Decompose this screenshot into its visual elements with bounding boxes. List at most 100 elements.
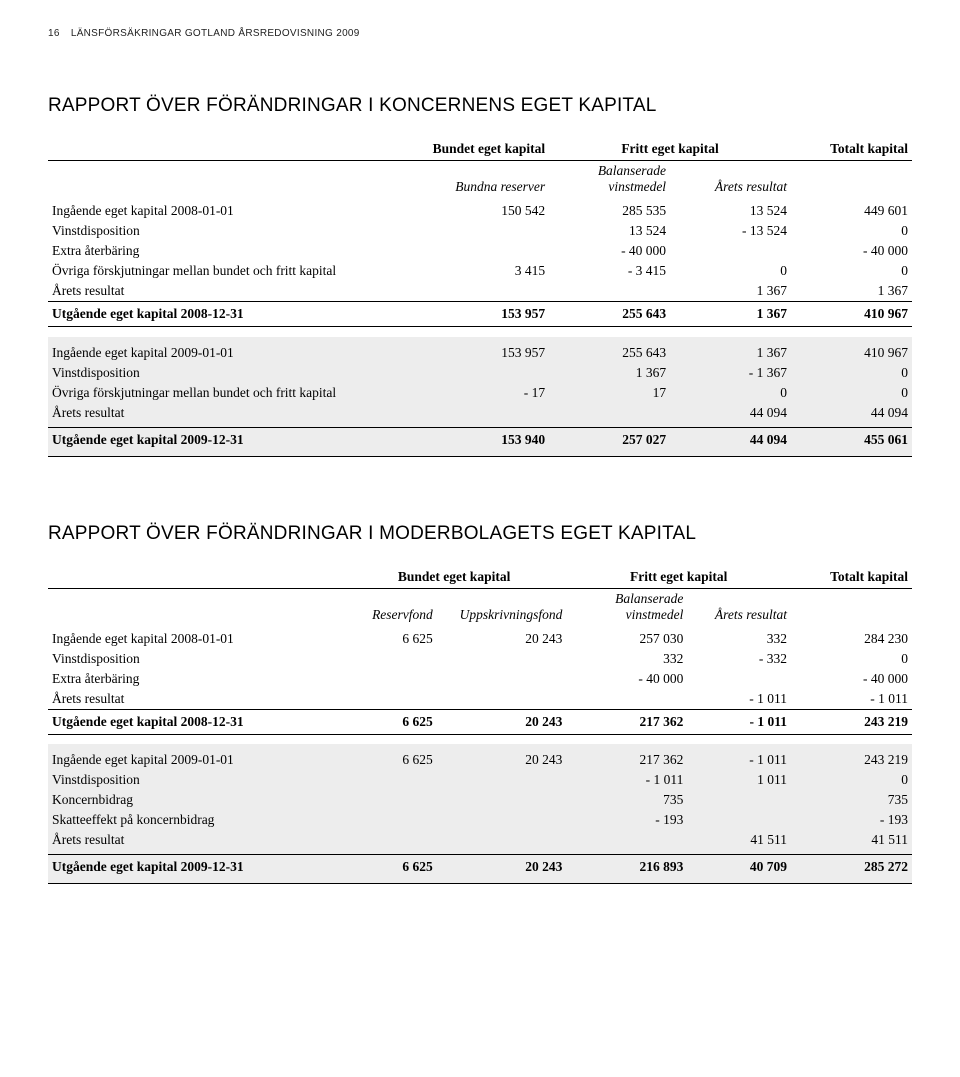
- table-row: Övriga förskjutningar mellan bundet och …: [48, 261, 912, 281]
- cell: [437, 810, 567, 830]
- cell: - 193: [791, 810, 912, 830]
- cell: 13 524: [549, 221, 670, 241]
- cell: 6 625: [342, 629, 437, 649]
- cell: [437, 790, 567, 810]
- cell: 20 243: [437, 629, 567, 649]
- cell: 285 535: [549, 201, 670, 221]
- cell: 410 967: [791, 337, 912, 363]
- r1-sh-1: Bundna reserver: [428, 161, 549, 202]
- cell: [342, 770, 437, 790]
- cell: [428, 403, 549, 428]
- cell: - 40 000: [566, 669, 687, 689]
- cell: 13 524: [670, 201, 791, 221]
- cell: - 1 011: [566, 770, 687, 790]
- r2-sh-4: Årets resultat: [687, 588, 791, 629]
- cell: 217 362: [566, 709, 687, 734]
- cell: Utgående eget kapital 2009-12-31: [48, 855, 342, 884]
- cell: 153 940: [428, 427, 549, 456]
- r2-sh-2: Uppskrivningsfond: [437, 588, 567, 629]
- cell: 332: [687, 629, 791, 649]
- table-row: Ingående eget kapital 2008-01-01150 5422…: [48, 201, 912, 221]
- cell: 1 367: [549, 363, 670, 383]
- cell: 735: [791, 790, 912, 810]
- cell: [342, 669, 437, 689]
- cell: 20 243: [437, 855, 567, 884]
- cell: 285 272: [791, 855, 912, 884]
- cell: 257 030: [566, 629, 687, 649]
- r1-gh-2: Fritt eget kapital: [549, 139, 791, 161]
- cell: [428, 241, 549, 261]
- cell: 0: [791, 261, 912, 281]
- report2-table: Bundet eget kapital Fritt eget kapital T…: [48, 567, 912, 885]
- cell: [428, 281, 549, 302]
- r1-sh-2: Balanserade vinstmedel: [549, 161, 670, 202]
- cell: - 1 011: [791, 689, 912, 710]
- r1-sub-head: Bundna reserver Balanserade vinstmedel Å…: [48, 161, 912, 202]
- cell: [342, 649, 437, 669]
- cell: 1 367: [791, 281, 912, 302]
- r1-sh-3: Årets resultat: [670, 161, 791, 202]
- r2-section-a: Ingående eget kapital 2008-01-016 62520 …: [48, 629, 912, 710]
- cell: 41 511: [791, 830, 912, 855]
- cell: 455 061: [791, 427, 912, 456]
- cell: - 1 011: [687, 709, 791, 734]
- r2-total-b: Utgående eget kapital 2009-12-31 6 625 2…: [48, 855, 912, 884]
- cell: 255 643: [549, 337, 670, 363]
- table-row: Övriga förskjutningar mellan bundet och …: [48, 383, 912, 403]
- cell: [342, 830, 437, 855]
- cell: 6 625: [342, 855, 437, 884]
- cell: 44 094: [670, 427, 791, 456]
- cell: [437, 689, 567, 710]
- r1-group-head: Bundet eget kapital Fritt eget kapital T…: [48, 139, 912, 161]
- cell-label: Övriga förskjutningar mellan bundet och …: [48, 261, 428, 281]
- cell: 41 511: [687, 830, 791, 855]
- table-row: Vinstdisposition1 367- 1 3670: [48, 363, 912, 383]
- r1-gh-1: Bundet eget kapital: [428, 139, 549, 161]
- cell: 255 643: [549, 302, 670, 327]
- table-row: Årets resultat41 51141 511: [48, 830, 912, 855]
- r1-total-a: Utgående eget kapital 2008-12-31 153 957…: [48, 302, 912, 327]
- cell: [437, 830, 567, 855]
- r1-total-b: Utgående eget kapital 2009-12-31 153 940…: [48, 427, 912, 456]
- cell: - 17: [428, 383, 549, 403]
- cell: 44 094: [670, 403, 791, 428]
- cell: [342, 790, 437, 810]
- cell-label: Årets resultat: [48, 281, 428, 302]
- cell: - 40 000: [549, 241, 670, 261]
- report1-title: RAPPORT ÖVER FÖRÄNDRINGAR I KONCERNENS E…: [48, 95, 912, 117]
- cell-label: Skatteeffekt på koncernbidrag: [48, 810, 342, 830]
- cell: [670, 241, 791, 261]
- r2-sub-head: Reservfond Uppskrivningsfond Balanserade…: [48, 588, 912, 629]
- cell: 40 709: [687, 855, 791, 884]
- cell: [566, 689, 687, 710]
- cell-label: Årets resultat: [48, 403, 428, 428]
- cell-label: Vinstdisposition: [48, 221, 428, 241]
- cell: - 1 011: [687, 689, 791, 710]
- cell: 735: [566, 790, 687, 810]
- r2-sh-3: Balanserade vinstmedel: [566, 588, 687, 629]
- table-row: Vinstdisposition332- 3320: [48, 649, 912, 669]
- cell-label: Ingående eget kapital 2009-01-01: [48, 337, 428, 363]
- r2-sh-1: Reservfond: [342, 588, 437, 629]
- cell: 17: [549, 383, 670, 403]
- cell: 0: [791, 649, 912, 669]
- cell-label: Vinstdisposition: [48, 649, 342, 669]
- cell: - 40 000: [791, 241, 912, 261]
- cell: [428, 363, 549, 383]
- cell: 153 957: [428, 302, 549, 327]
- cell: 0: [791, 221, 912, 241]
- cell: [566, 830, 687, 855]
- r1-section-a: Ingående eget kapital 2008-01-01150 5422…: [48, 201, 912, 302]
- cell: 0: [791, 770, 912, 790]
- table-row: Ingående eget kapital 2009-01-01153 9572…: [48, 337, 912, 363]
- cell: 284 230: [791, 629, 912, 649]
- cell-label: Årets resultat: [48, 689, 342, 710]
- cell: Utgående eget kapital 2009-12-31: [48, 427, 428, 456]
- cell: - 3 415: [549, 261, 670, 281]
- cell: - 1 011: [687, 744, 791, 770]
- cell: 1 367: [670, 302, 791, 327]
- page-number: 16: [48, 28, 60, 39]
- cell: 1 011: [687, 770, 791, 790]
- table-row: Ingående eget kapital 2008-01-016 62520 …: [48, 629, 912, 649]
- cell: 3 415: [428, 261, 549, 281]
